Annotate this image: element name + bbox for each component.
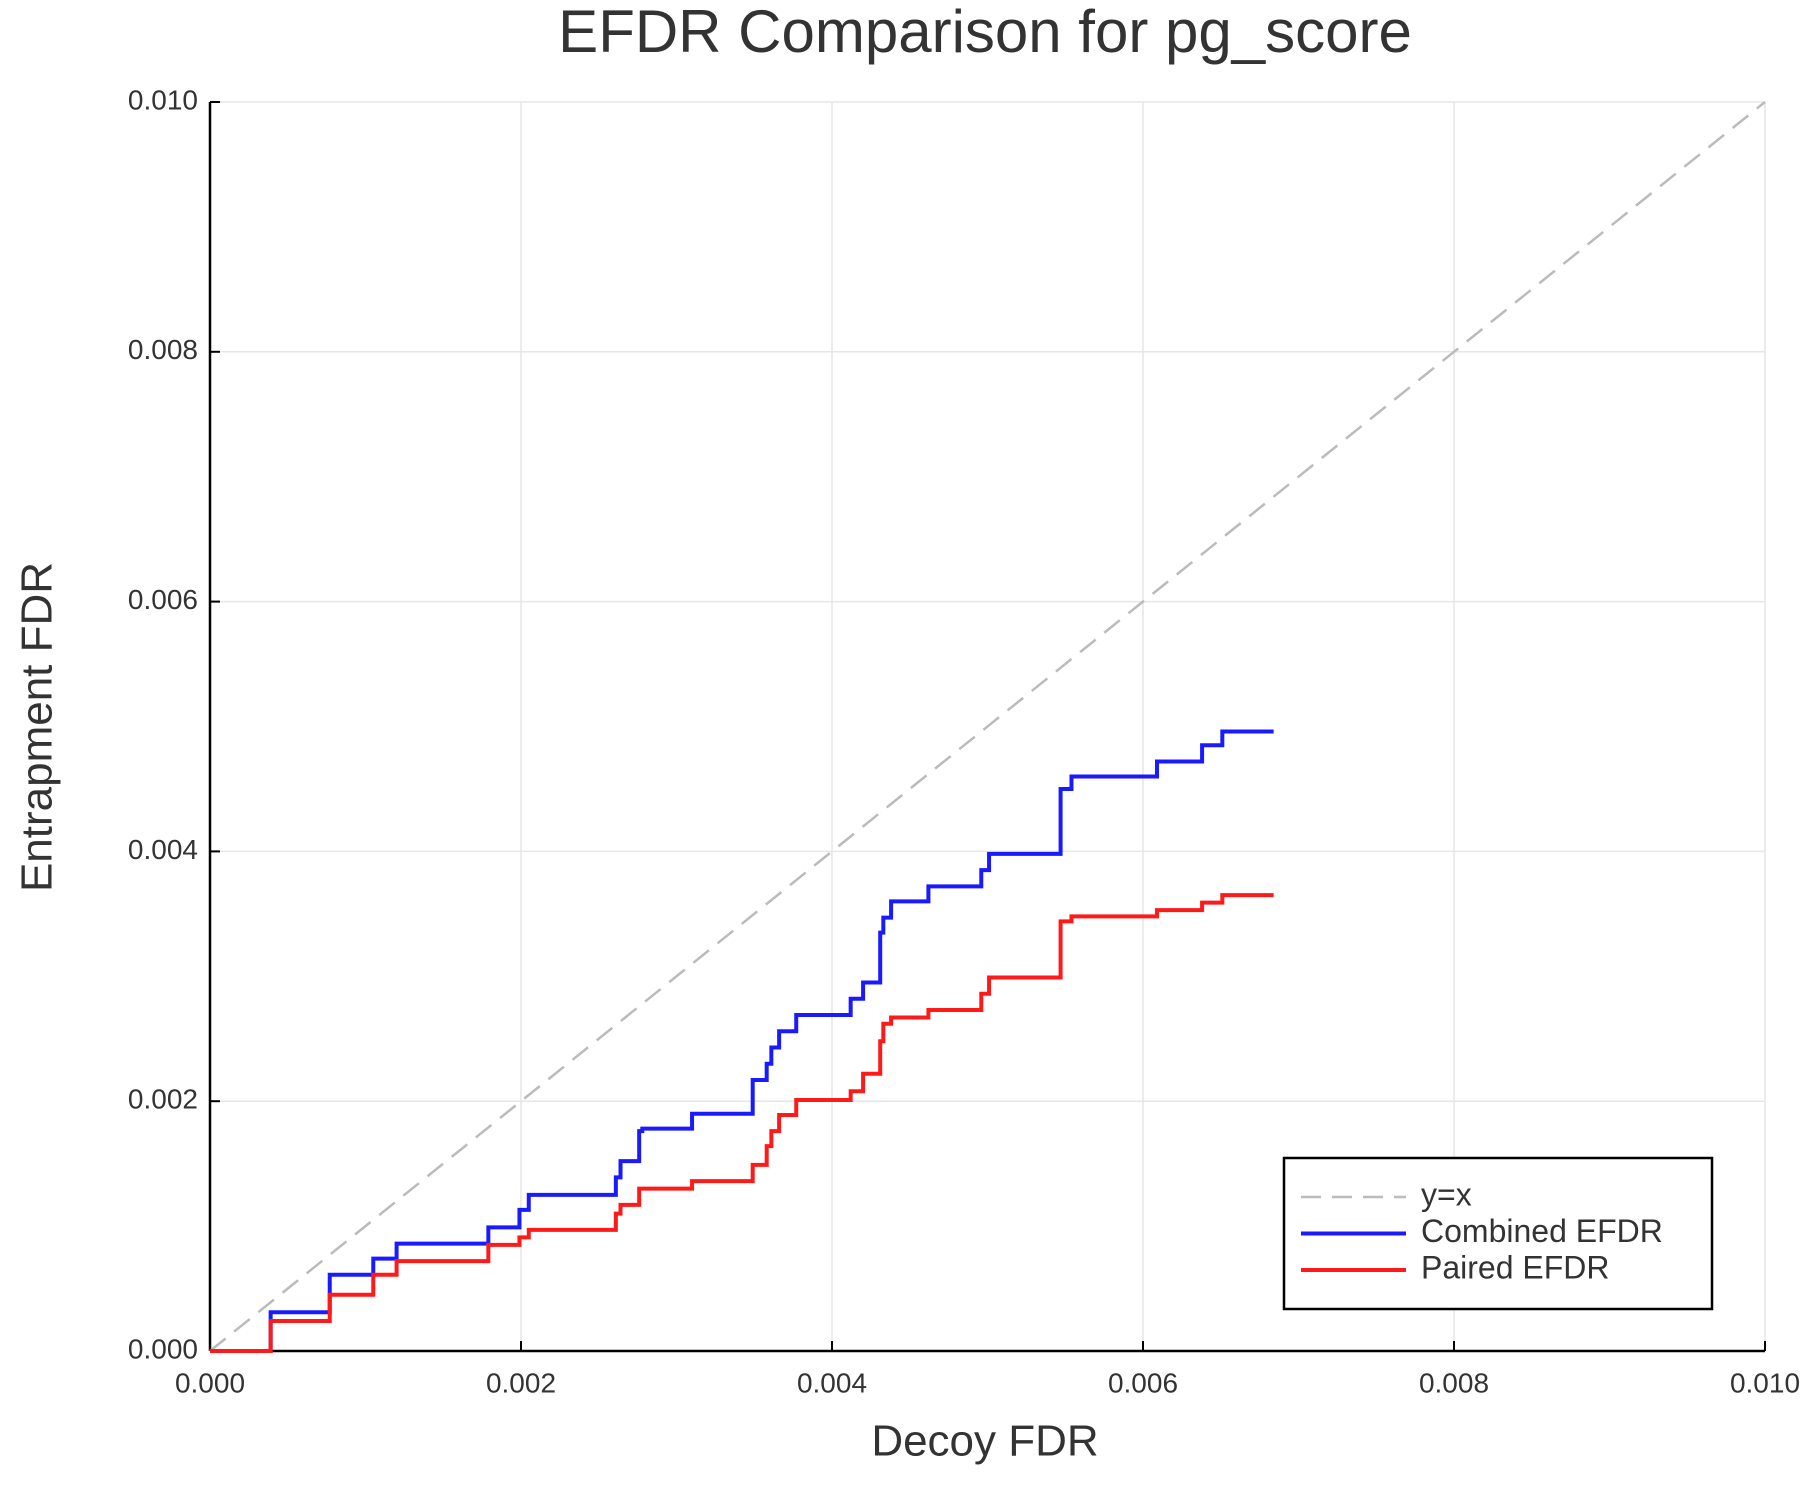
line-series — [210, 893, 1274, 1353]
chart-title: EFDR Comparison for pg_score — [558, 0, 1412, 65]
legend-label: Combined EFDR — [1421, 1213, 1663, 1249]
y-tick-label: 0.004 — [128, 834, 198, 865]
x-tick-label: 0.002 — [486, 1367, 556, 1398]
x-tick-label: 0.004 — [797, 1367, 867, 1398]
y-tick-label: 0.006 — [128, 584, 198, 615]
y-tick-label: 0.000 — [128, 1333, 198, 1364]
line-series — [210, 729, 1274, 1353]
legend-label: y=x — [1421, 1176, 1472, 1212]
x-tick-label: 0.008 — [1419, 1367, 1489, 1398]
x-axis-label: Decoy FDR — [871, 1417, 1098, 1466]
y-tick-label: 0.010 — [128, 84, 198, 115]
y-tick-label: 0.002 — [128, 1084, 198, 1115]
y-axis-label: Entrapment FDR — [13, 562, 62, 892]
x-tick-label: 0.006 — [1108, 1367, 1178, 1398]
x-tick-label: 0.010 — [1730, 1367, 1800, 1398]
y-tick-label: 0.008 — [128, 334, 198, 365]
line-series — [209, 101, 1766, 1352]
x-tick-label: 0.000 — [175, 1367, 245, 1398]
legend-label: Paired EFDR — [1421, 1249, 1610, 1285]
